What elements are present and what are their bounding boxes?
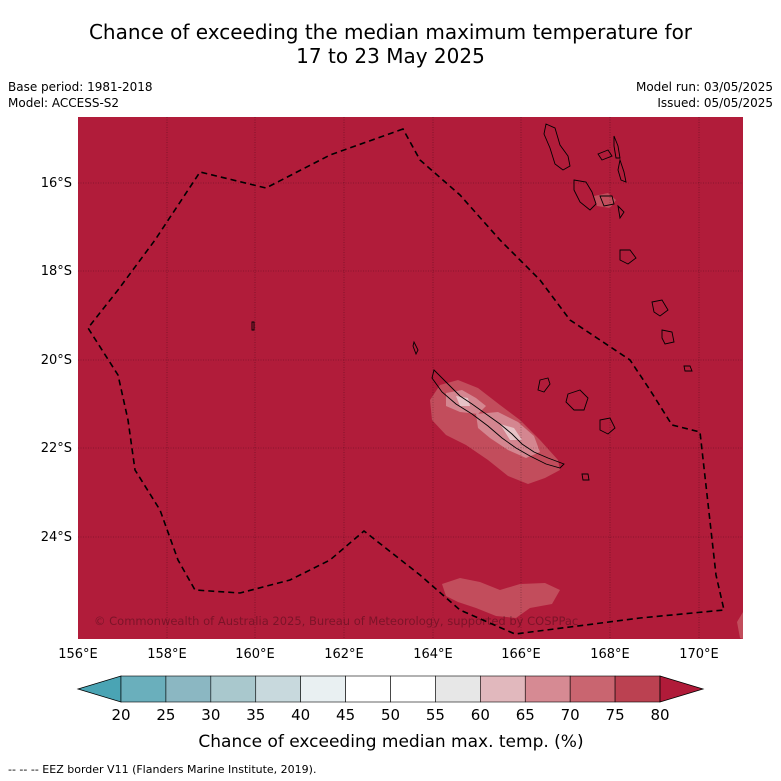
map-title-line2: 17 to 23 May 2025 xyxy=(296,44,485,68)
colorbar-segment-8 xyxy=(480,675,526,703)
meta-right: Model run: 03/05/2025 Issued: 05/05/2025 xyxy=(636,79,773,111)
copyright-watermark: © Commonwealth of Australia 2025, Bureau… xyxy=(94,614,578,628)
colorbar-tick-25: 25 xyxy=(156,706,175,724)
colorbar-title: Chance of exceeding median max. temp. (%… xyxy=(198,732,583,752)
lon-label-164e: 164°E xyxy=(413,647,453,662)
colorbar-segment-5 xyxy=(345,675,391,703)
lon-label-158e: 158°E xyxy=(147,647,187,662)
lon-label-166e: 166°E xyxy=(501,647,541,662)
colorbar-segment-10 xyxy=(569,675,616,703)
lat-label-16s: 16°S xyxy=(41,176,72,191)
ambae-island xyxy=(597,149,613,161)
lat-label-24s: 24°S xyxy=(41,530,72,545)
longitude-labels: 156°E 158°E 160°E 162°E 164°E 166°E 168°… xyxy=(58,647,719,662)
maewo-island xyxy=(613,135,621,159)
base-period-text: Base period: 1981-2018 xyxy=(8,80,153,94)
colorbar-segment-2 xyxy=(210,675,257,703)
colorbar-segment-9 xyxy=(524,675,571,703)
colorbar-low-extension xyxy=(76,675,122,703)
model-run-text: Model run: 03/05/2025 xyxy=(635,80,773,94)
colorbar-tick-40: 40 xyxy=(291,706,310,724)
chesterfield-islands xyxy=(251,321,255,331)
tanna-island xyxy=(661,329,675,345)
map-panel: © Commonwealth of Australia 2025, Bureau… xyxy=(78,117,743,639)
belep-islands xyxy=(412,340,419,356)
epi-island xyxy=(617,204,625,220)
espiritu-santo xyxy=(543,123,571,171)
model-text: Model: ACCESS-S2 xyxy=(8,96,120,110)
shading-band-70-south xyxy=(442,578,560,618)
lon-label-168e: 168°E xyxy=(590,647,630,662)
efate-island xyxy=(619,249,637,265)
colorbar-tick-20: 20 xyxy=(111,706,130,724)
issued-text: Issued: 05/05/2025 xyxy=(657,96,773,110)
lat-label-22s: 22°S xyxy=(41,441,72,456)
mare-island xyxy=(599,417,616,435)
colorbar-ticks: 20 25 30 35 40 45 50 55 60 65 70 75 80 xyxy=(111,706,669,724)
colorbar-segment-7 xyxy=(435,675,481,703)
ouvea-island xyxy=(537,377,551,393)
aneityum-island xyxy=(683,365,693,372)
lon-label-160e: 160°E xyxy=(235,647,275,662)
colorbar-tick-70: 70 xyxy=(561,706,580,724)
colorbar-segments xyxy=(120,675,661,703)
colorbar-segment-4 xyxy=(300,675,346,703)
lon-label-156e: 156°E xyxy=(58,647,98,662)
map-background xyxy=(78,117,743,639)
shading-band-60 xyxy=(446,390,540,458)
colorbar-tick-30: 30 xyxy=(201,706,220,724)
lifou-island xyxy=(565,389,589,411)
lat-label-20s: 20°S xyxy=(41,353,72,368)
colorbar-tick-65: 65 xyxy=(516,706,535,724)
eez-border xyxy=(87,128,725,635)
colorbar-tick-80: 80 xyxy=(650,706,669,724)
colorbar-tick-45: 45 xyxy=(336,706,355,724)
lon-label-170e: 170°E xyxy=(679,647,719,662)
coastlines xyxy=(251,123,693,481)
shading-band-70-edge xyxy=(737,612,743,639)
colorbar-segment-6 xyxy=(390,675,436,703)
colorbar-tick-35: 35 xyxy=(246,706,265,724)
meta-left: Base period: 1981-2018 Model: ACCESS-S2 xyxy=(8,79,153,111)
erromango-island xyxy=(651,299,669,317)
colorbar-segment-3 xyxy=(255,675,301,703)
colorbar: 20 25 30 35 40 45 50 55 60 65 70 75 80 Chance of exc… xyxy=(76,675,705,752)
colorbar-high-extension xyxy=(659,675,705,703)
lat-label-18s: 18°S xyxy=(41,264,72,279)
eez-legend-footer: -- -- -- EEZ border V11 (Flanders Marine… xyxy=(8,763,317,776)
pentecost-island xyxy=(617,158,627,183)
new-caledonia-coast xyxy=(431,369,565,469)
colorbar-tick-75: 75 xyxy=(606,706,625,724)
colorbar-tick-60: 60 xyxy=(471,706,490,724)
ambrym-island xyxy=(599,195,615,207)
colorbar-segment-1 xyxy=(165,675,212,703)
gridlines xyxy=(78,117,743,639)
lon-label-162e: 162°E xyxy=(324,647,364,662)
colorbar-tick-55: 55 xyxy=(426,706,445,724)
colorbar-segment-0 xyxy=(120,675,167,703)
latitude-labels: 16°S 18°S 20°S 22°S 24°S xyxy=(41,176,72,545)
colorbar-segment-11 xyxy=(614,675,661,703)
colorbar-tick-50: 50 xyxy=(381,706,400,724)
malekula-island xyxy=(573,179,597,211)
map-title-line1: Chance of exceeding the median maximum t… xyxy=(88,20,693,44)
isle-of-pines xyxy=(581,473,590,481)
